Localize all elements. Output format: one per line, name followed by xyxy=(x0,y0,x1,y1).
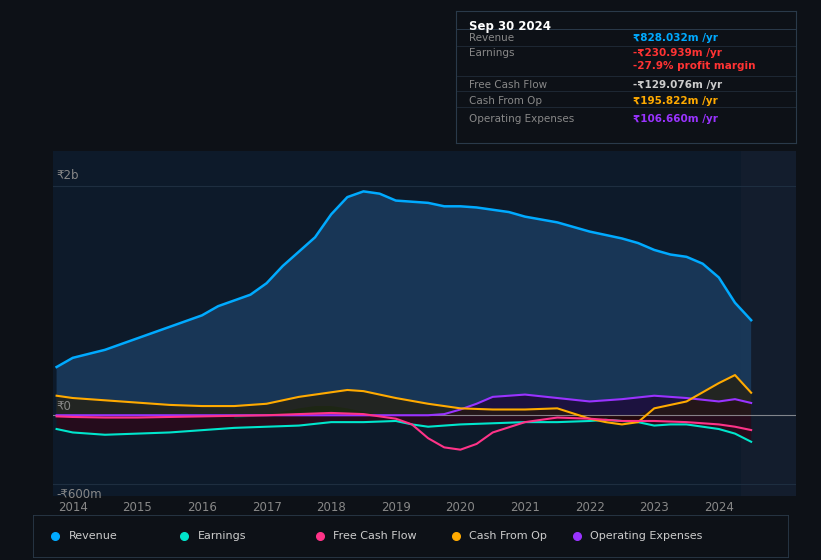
Text: ₹828.032m /yr: ₹828.032m /yr xyxy=(633,32,718,43)
Text: Earnings: Earnings xyxy=(470,48,515,58)
Text: ₹195.822m /yr: ₹195.822m /yr xyxy=(633,96,718,106)
Text: ₹2b: ₹2b xyxy=(57,169,79,182)
Text: -₹129.076m /yr: -₹129.076m /yr xyxy=(633,80,722,90)
Text: Sep 30 2024: Sep 30 2024 xyxy=(470,20,551,34)
Text: Operating Expenses: Operating Expenses xyxy=(470,114,575,124)
Text: Revenue: Revenue xyxy=(470,32,515,43)
Text: Cash From Op: Cash From Op xyxy=(470,531,548,541)
Text: Free Cash Flow: Free Cash Flow xyxy=(470,80,548,90)
Text: Free Cash Flow: Free Cash Flow xyxy=(333,531,417,541)
Text: Revenue: Revenue xyxy=(69,531,118,541)
Text: Earnings: Earnings xyxy=(198,531,246,541)
Text: -₹230.939m /yr: -₹230.939m /yr xyxy=(633,48,722,58)
Text: Operating Expenses: Operating Expenses xyxy=(590,531,703,541)
Text: -₹600m: -₹600m xyxy=(57,488,103,501)
Text: -27.9% profit margin: -27.9% profit margin xyxy=(633,62,755,72)
Text: ₹0: ₹0 xyxy=(57,400,71,413)
Text: Cash From Op: Cash From Op xyxy=(470,96,543,106)
Bar xyxy=(741,151,796,496)
Text: ₹106.660m /yr: ₹106.660m /yr xyxy=(633,114,718,124)
